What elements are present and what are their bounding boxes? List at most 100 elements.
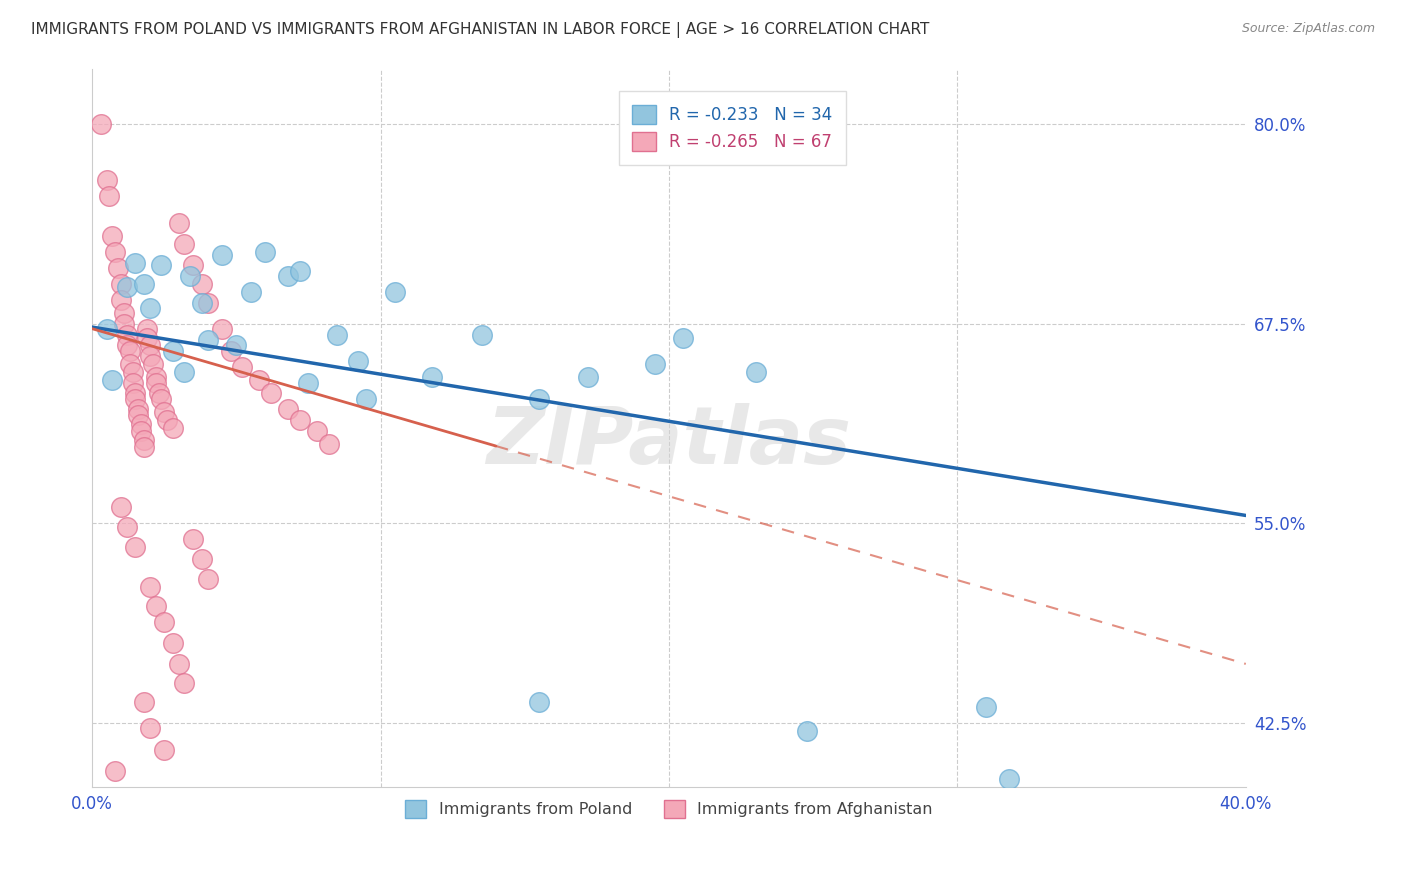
Point [96, 322, 118, 336]
Point [197, 296, 219, 310]
Point [129, 424, 152, 438]
Point [156, 413, 179, 427]
Point [249, 373, 271, 387]
Point [153, 405, 176, 419]
Point [104, 764, 127, 778]
Point [101, 229, 124, 244]
Point [318, 436, 340, 450]
Point [124, 256, 146, 270]
Point [112, 317, 135, 331]
Point [139, 337, 162, 351]
Point [191, 277, 214, 291]
Point [104, 245, 127, 260]
Point [744, 365, 766, 379]
Point [139, 721, 162, 735]
Point [96, 173, 118, 187]
Point [231, 359, 253, 374]
Text: Source: ZipAtlas.com: Source: ZipAtlas.com [1241, 22, 1375, 36]
Point [132, 440, 155, 454]
Point [148, 385, 170, 400]
Point [110, 277, 132, 291]
Point [112, 306, 135, 320]
Point [121, 376, 143, 390]
Point [191, 551, 214, 566]
Point [576, 369, 599, 384]
Point [277, 401, 299, 416]
Point [145, 369, 167, 384]
Point [974, 700, 997, 714]
Point [118, 357, 141, 371]
Point [239, 285, 262, 299]
Point [136, 331, 159, 345]
Point [115, 328, 138, 343]
Point [139, 349, 162, 363]
Point [142, 357, 165, 371]
Point [124, 541, 146, 555]
Text: ZIPatlas: ZIPatlas [486, 403, 852, 481]
Point [644, 357, 666, 371]
Point [153, 743, 176, 757]
Point [124, 392, 146, 406]
Point [132, 277, 155, 291]
Point [197, 572, 219, 586]
Point [277, 268, 299, 283]
Point [191, 296, 214, 310]
Point [132, 695, 155, 709]
Point [173, 676, 195, 690]
Point [139, 301, 162, 315]
Point [118, 344, 141, 359]
Point [136, 322, 159, 336]
Point [219, 344, 242, 359]
Point [354, 392, 377, 406]
Point [162, 636, 184, 650]
Point [139, 580, 162, 594]
Point [115, 519, 138, 533]
Point [101, 373, 124, 387]
Point [254, 245, 277, 260]
Point [162, 420, 184, 434]
Point [153, 615, 176, 630]
Point [384, 285, 406, 299]
Point [107, 261, 129, 276]
Point [150, 392, 173, 406]
Point [529, 392, 551, 406]
Point [115, 337, 138, 351]
Point [145, 376, 167, 390]
Point [211, 248, 233, 262]
Point [672, 331, 695, 345]
Point [127, 401, 149, 416]
Point [110, 293, 132, 307]
Point [998, 772, 1021, 786]
Point [470, 328, 492, 343]
Text: IMMIGRANTS FROM POLAND VS IMMIGRANTS FROM AFGHANISTAN IN LABOR FORCE | AGE > 16 : IMMIGRANTS FROM POLAND VS IMMIGRANTS FRO… [31, 22, 929, 38]
Point [422, 369, 444, 384]
Point [167, 216, 190, 230]
Point [150, 258, 173, 272]
Point [181, 258, 204, 272]
Point [181, 533, 204, 547]
Point [90, 117, 112, 131]
Point [121, 365, 143, 379]
Point [297, 376, 319, 390]
Point [197, 333, 219, 347]
Point [124, 385, 146, 400]
Point [796, 723, 818, 738]
Point [288, 413, 311, 427]
Point [529, 695, 551, 709]
Point [307, 424, 329, 438]
Point [132, 434, 155, 448]
Point [225, 337, 247, 351]
Point [127, 408, 149, 422]
Point [129, 417, 152, 432]
Point [346, 353, 368, 368]
Point [326, 328, 349, 343]
Point [115, 280, 138, 294]
Point [110, 500, 132, 515]
Point [167, 657, 190, 671]
Point [179, 268, 201, 283]
Legend: Immigrants from Poland, Immigrants from Afghanistan: Immigrants from Poland, Immigrants from … [396, 792, 941, 825]
Point [173, 237, 195, 252]
Point [173, 365, 195, 379]
Point [162, 344, 184, 359]
Point [98, 189, 121, 203]
